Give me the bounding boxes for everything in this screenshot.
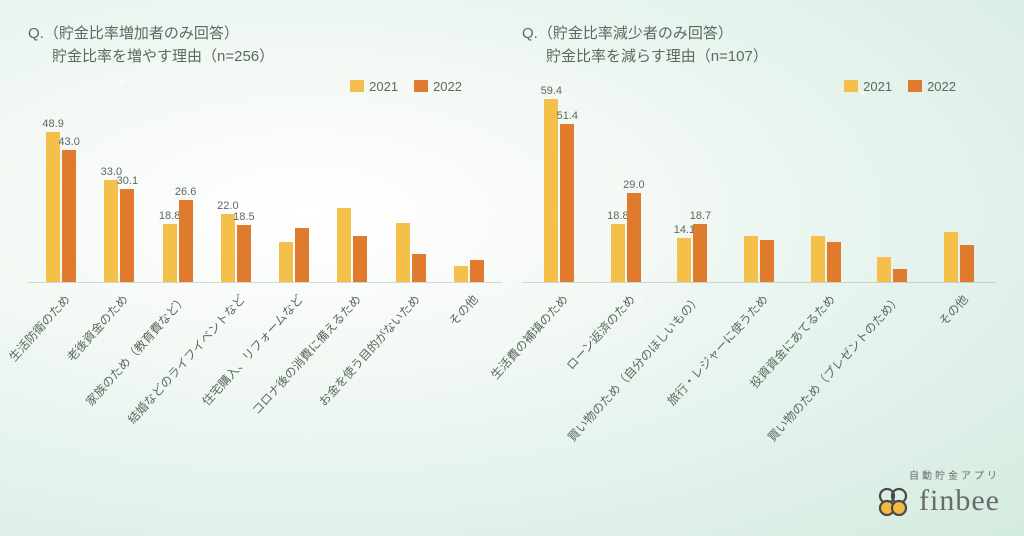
- brand-logo: 自動貯金アプリ finbee: [877, 467, 1000, 518]
- bar-value-label: 18.8: [159, 210, 180, 222]
- bar-2022: [412, 254, 426, 282]
- legend-2022-label: 2022: [433, 79, 462, 94]
- bar-2021: [944, 232, 958, 281]
- chart-a-title-line2: 貯金比率を増やす理由（n=256）: [28, 45, 274, 68]
- bar-value-label: 30.1: [117, 175, 138, 187]
- legend-2021-label: 2021: [863, 79, 892, 94]
- legend-2022-label: 2022: [927, 79, 956, 94]
- bar-2021: [279, 242, 293, 282]
- bar-2022: 18.7: [693, 224, 707, 281]
- bar-group: [440, 98, 498, 282]
- bar-2022: 18.5: [237, 225, 251, 282]
- bar-2022: 30.1: [120, 189, 134, 281]
- bee-icon: [877, 486, 913, 516]
- bar-group: [792, 98, 859, 282]
- chart-b-xlabels: 生活費の補填のためローン返済のため買い物のため（自分のほしいもの）旅行・レジャー…: [522, 283, 996, 413]
- bar-2022: [760, 240, 774, 281]
- chart-b-title-line2: 貯金比率を減らす理由（n=107）: [522, 45, 768, 68]
- bar-value-label: 18.5: [233, 211, 254, 223]
- bar-group: 18.829.0: [593, 98, 660, 282]
- bar-2021: [877, 257, 891, 282]
- chart-b-legend: 2021 2022: [522, 79, 996, 94]
- bar-2021: [744, 236, 758, 282]
- bar-2022: 29.0: [627, 193, 641, 282]
- bar-group: [859, 98, 926, 282]
- x-axis-label: その他: [925, 283, 992, 413]
- bar-group: 18.826.6: [149, 98, 207, 282]
- bar-group: [323, 98, 381, 282]
- logo-tagline: 自動貯金アプリ: [877, 467, 1000, 482]
- bar-2022: [827, 242, 841, 282]
- bar-group: 14.118.7: [659, 98, 726, 282]
- bar-group: 59.451.4: [526, 98, 593, 282]
- legend-2021: 2021: [844, 79, 892, 94]
- bar-2022: [893, 269, 907, 281]
- bar-2021: [396, 223, 410, 281]
- chart-b-title: Q.（貯金比率減少者のみ回答） 貯金比率を減らす理由（n=107）: [522, 22, 996, 69]
- legend-2021: 2021: [350, 79, 398, 94]
- bar-group: 33.030.1: [90, 98, 148, 282]
- bar-2022: 51.4: [560, 124, 574, 282]
- bar-2021: 22.0: [221, 214, 235, 281]
- bar-2021: 33.0: [104, 180, 118, 281]
- bar-2021: 14.1: [677, 238, 691, 281]
- legend-2022: 2022: [908, 79, 956, 94]
- bar-group: [925, 98, 992, 282]
- chart-decrease-reasons: Q.（貯金比率減少者のみ回答） 貯金比率を減らす理由（n=107） 2021 2…: [522, 22, 996, 318]
- bar-value-label: 48.9: [42, 118, 63, 130]
- logo-brand: finbee: [919, 484, 1000, 518]
- bar-group: 22.018.5: [207, 98, 265, 282]
- bar-value-label: 29.0: [623, 179, 644, 191]
- bar-group: [726, 98, 793, 282]
- bar-2022: [295, 228, 309, 282]
- bar-2022: 26.6: [179, 200, 193, 282]
- x-axis-label: 買い物のため（プレゼントのため）: [859, 283, 926, 413]
- bar-2021: 59.4: [544, 99, 558, 281]
- bar-2021: [811, 236, 825, 282]
- bar-2022: 43.0: [62, 150, 76, 282]
- legend-2022: 2022: [414, 79, 462, 94]
- chart-b-bars: 59.451.418.829.014.118.7: [522, 98, 996, 283]
- chart-a-legend: 2021 2022: [28, 79, 502, 94]
- bar-value-label: 18.7: [690, 210, 711, 222]
- bar-2022: [353, 236, 367, 282]
- bar-2021: [337, 208, 351, 282]
- bar-group: [382, 98, 440, 282]
- x-axis-label: お金を使う目的がないため: [382, 283, 440, 413]
- chart-a-title-line1: Q.（貯金比率増加者のみ回答）: [28, 25, 239, 42]
- bar-value-label: 18.8: [607, 210, 628, 222]
- chart-increase-reasons: Q.（貯金比率増加者のみ回答） 貯金比率を増やす理由（n=256） 2021 2…: [28, 22, 502, 318]
- bar-2022: [470, 260, 484, 281]
- bar-2021: 48.9: [46, 132, 60, 282]
- bar-value-label: 43.0: [58, 136, 79, 148]
- chart-a-bars: 48.943.033.030.118.826.622.018.5: [28, 98, 502, 283]
- bar-group: 48.943.0: [32, 98, 90, 282]
- bar-2022: [960, 245, 974, 282]
- bar-group: [265, 98, 323, 282]
- chart-b-title-line1: Q.（貯金比率減少者のみ回答）: [522, 25, 733, 42]
- bar-2021: 18.8: [163, 224, 177, 282]
- legend-2021-label: 2021: [369, 79, 398, 94]
- chart-a-title: Q.（貯金比率増加者のみ回答） 貯金比率を増やす理由（n=256）: [28, 22, 502, 69]
- bar-value-label: 51.4: [557, 110, 578, 122]
- x-axis-label: その他: [440, 283, 498, 413]
- bar-2021: [454, 266, 468, 281]
- bar-value-label: 26.6: [175, 186, 196, 198]
- chart-a-xlabels: 生活防衛のため老後資金のため家族のため（教育費など）結婚などのライフイベントなど…: [28, 283, 502, 413]
- bar-value-label: 14.1: [674, 224, 695, 236]
- bar-2021: 18.8: [611, 224, 625, 282]
- bar-value-label: 59.4: [541, 85, 562, 97]
